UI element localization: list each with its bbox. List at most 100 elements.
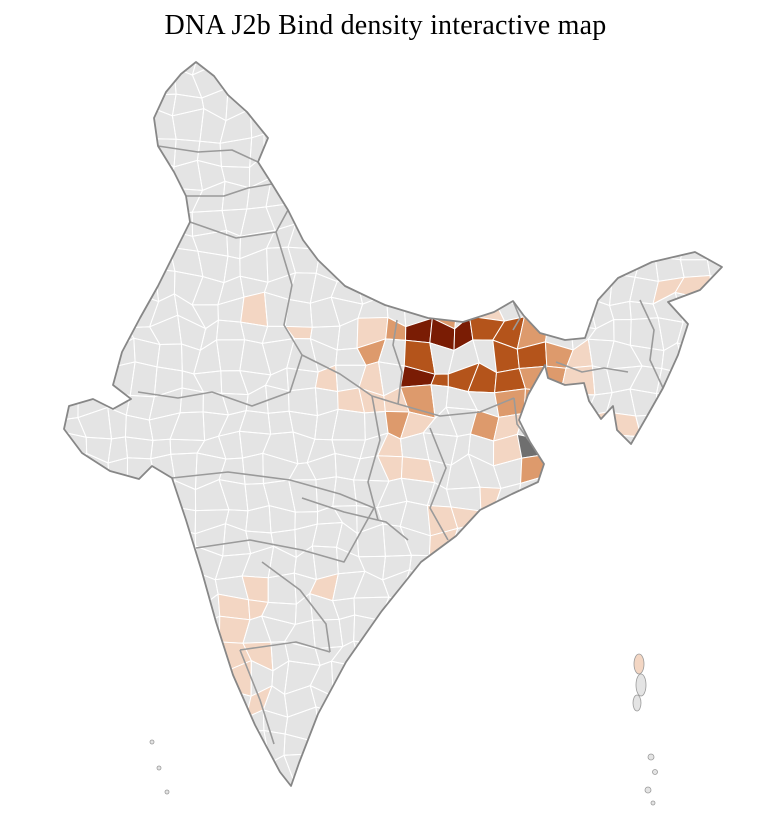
district-cell[interactable] — [307, 49, 338, 71]
district-cell[interactable] — [657, 616, 690, 649]
district-cell[interactable] — [562, 807, 595, 815]
district-cell[interactable] — [60, 716, 83, 741]
district-cell[interactable] — [595, 529, 615, 560]
district-cell[interactable] — [588, 809, 614, 815]
district-cell[interactable] — [703, 684, 724, 714]
district-cell[interactable] — [101, 222, 135, 251]
district-cell[interactable] — [655, 728, 686, 767]
district-cell[interactable] — [33, 292, 56, 329]
district-cell[interactable] — [425, 578, 457, 605]
district-cell[interactable] — [148, 712, 183, 740]
district-cell[interactable] — [334, 110, 359, 139]
district-cell[interactable] — [656, 545, 682, 582]
district-cell[interactable] — [56, 132, 88, 160]
district-cell[interactable] — [83, 800, 112, 815]
district-cell[interactable] — [653, 579, 686, 605]
district-cell[interactable] — [79, 638, 111, 670]
district-cell[interactable] — [405, 226, 436, 251]
district-cell[interactable] — [146, 755, 184, 781]
district-cell[interactable] — [652, 799, 689, 815]
district-cell[interactable] — [536, 548, 568, 574]
district-cell[interactable] — [634, 204, 662, 225]
district-cell[interactable] — [699, 88, 734, 119]
island[interactable] — [635, 673, 647, 697]
district-cell[interactable] — [334, 134, 368, 156]
district-cell[interactable] — [57, 253, 90, 281]
district-cell[interactable] — [79, 593, 111, 627]
district-cell[interactable] — [587, 508, 610, 534]
district-cell[interactable] — [651, 154, 688, 191]
district-cell[interactable] — [35, 646, 66, 673]
district-cell[interactable] — [659, 439, 689, 468]
district-cell[interactable] — [611, 177, 636, 215]
district-cell[interactable] — [469, 616, 498, 648]
district-cell[interactable] — [700, 138, 730, 168]
district-cell[interactable] — [629, 758, 664, 785]
district-cell[interactable] — [469, 645, 498, 669]
district-cell[interactable] — [699, 788, 726, 811]
district-cell[interactable] — [354, 109, 384, 140]
district-cell[interactable] — [517, 572, 543, 598]
district-cell[interactable] — [32, 579, 62, 603]
district-cell[interactable] — [359, 707, 390, 738]
district-cell[interactable] — [698, 546, 732, 577]
district-cell[interactable] — [517, 594, 543, 619]
district-cell[interactable] — [591, 567, 608, 600]
district-cell[interactable] — [677, 780, 705, 809]
district-cell[interactable] — [516, 780, 543, 811]
district-cell[interactable] — [448, 762, 477, 788]
district-cell[interactable] — [84, 130, 114, 161]
district-cell[interactable] — [169, 598, 206, 625]
district-cell[interactable] — [631, 521, 662, 555]
district-cell[interactable] — [146, 43, 178, 73]
district-cell[interactable] — [101, 527, 133, 550]
district-cell[interactable] — [60, 96, 84, 117]
district-cell[interactable] — [728, 249, 756, 283]
district-cell[interactable] — [548, 527, 567, 551]
district-cell[interactable] — [628, 107, 667, 146]
district-cell[interactable] — [560, 112, 593, 144]
district-cell[interactable] — [561, 226, 595, 257]
district-cell[interactable] — [490, 186, 519, 206]
district-cell[interactable] — [559, 508, 597, 535]
district-cell[interactable] — [452, 49, 476, 75]
district-cell[interactable] — [583, 43, 617, 72]
district-cell[interactable] — [101, 248, 135, 280]
district-cell[interactable] — [64, 339, 91, 369]
district-cell[interactable] — [34, 159, 58, 187]
district-cell[interactable] — [729, 362, 756, 398]
district-cell[interactable] — [658, 476, 687, 513]
district-cell[interactable] — [177, 738, 204, 762]
district-cell[interactable] — [490, 158, 521, 191]
district-cell[interactable] — [425, 616, 452, 646]
district-cell[interactable] — [35, 625, 68, 649]
district-cell[interactable] — [104, 178, 131, 210]
district-cell[interactable] — [567, 711, 592, 740]
district-cell[interactable] — [57, 755, 89, 785]
district-cell[interactable] — [709, 274, 732, 302]
district-cell[interactable] — [468, 153, 503, 188]
district-cell[interactable] — [584, 158, 614, 180]
district-cell[interactable] — [122, 777, 149, 808]
district-cell[interactable] — [724, 623, 755, 647]
district-cell[interactable] — [513, 683, 542, 714]
district-cell[interactable] — [169, 568, 206, 605]
district-cell[interactable] — [467, 785, 499, 805]
district-cell[interactable] — [34, 505, 66, 527]
district-cell[interactable] — [468, 567, 501, 603]
district-cell[interactable] — [499, 547, 527, 577]
district-cell[interactable] — [708, 664, 725, 695]
district-cell[interactable] — [560, 141, 591, 164]
district-cell[interactable] — [174, 641, 205, 664]
district-cell[interactable] — [445, 636, 471, 672]
district-cell[interactable] — [560, 42, 592, 77]
district-cell[interactable] — [469, 49, 506, 75]
district-cell[interactable] — [127, 706, 151, 736]
district-cell[interactable] — [153, 641, 180, 666]
district-cell[interactable] — [582, 246, 616, 275]
district-cell[interactable] — [584, 713, 619, 740]
district-cell[interactable] — [540, 250, 569, 280]
district-cell[interactable] — [359, 686, 388, 712]
district-cell[interactable] — [630, 712, 662, 740]
district-cell[interactable] — [492, 666, 528, 694]
